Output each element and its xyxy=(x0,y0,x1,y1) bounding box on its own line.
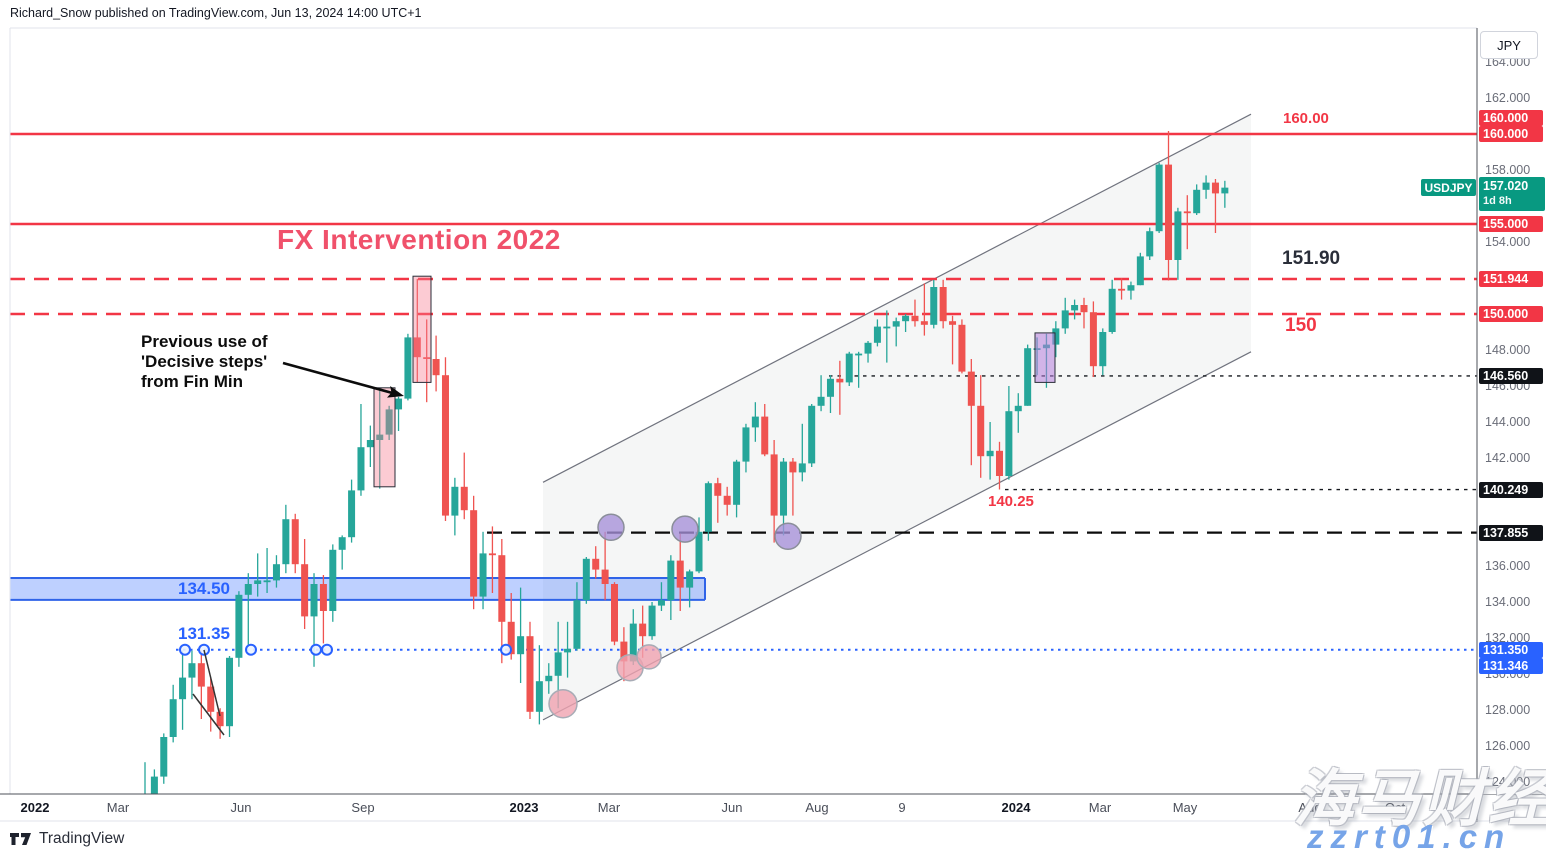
price-level-badge: 137.855 xyxy=(1479,524,1543,541)
price-tick: 126.000 xyxy=(1485,739,1531,753)
price-level-badge: 151.944 xyxy=(1479,271,1543,287)
annotation-decisive-steps: Previous use of 'Decisive steps' from Fi… xyxy=(141,332,268,391)
price-level-badge: 155.000 xyxy=(1479,216,1543,232)
price-tick: 142.000 xyxy=(1485,451,1531,465)
annotation-zone-134-50: 134.50 xyxy=(178,579,230,598)
symbol-badge: USDJPY xyxy=(1421,179,1476,197)
price-tick: 148.000 xyxy=(1485,343,1531,357)
price-axis[interactable]: 164.000 162.000 158.000 154.000 148.000 146.0… xyxy=(1478,28,1546,794)
event-circles xyxy=(548,513,802,719)
tradingview-logo-icon[interactable] xyxy=(10,832,32,846)
plot-layers xyxy=(10,113,1477,794)
price-level-badge: 140.249 xyxy=(1479,481,1543,498)
wedge-pattern xyxy=(192,649,225,736)
price-tick: 132.000 xyxy=(1485,631,1531,645)
annotation-level-150: 150 xyxy=(1285,315,1317,336)
annotation-arrow xyxy=(282,361,404,398)
price-level-badge: 150.000 xyxy=(1479,306,1543,322)
watermark-site-url: zzrt01.cn xyxy=(1307,818,1512,855)
supply-zone xyxy=(10,577,706,601)
level-touch-markers xyxy=(179,643,512,656)
last-price-value: 157.020 xyxy=(1483,178,1529,193)
price-tick: 154.000 xyxy=(1485,235,1531,249)
price-tick: 136.000 xyxy=(1485,559,1531,573)
annotation-level-140-25: 140.25 xyxy=(988,493,1034,510)
price-tick: 124.000 xyxy=(1485,775,1531,789)
price-level-badge: 131.346 xyxy=(1479,657,1543,674)
price-level-badge: 160.000 xyxy=(1479,110,1543,126)
annotation-fx-intervention: FX Intervention 2022 xyxy=(277,224,561,255)
price-tick: 128.000 xyxy=(1485,703,1531,717)
last-price-badge: 157.020 1d 8h xyxy=(1479,176,1545,211)
price-tick: 158.000 xyxy=(1485,163,1531,177)
highlight-boxes xyxy=(373,275,1056,488)
price-level-badge: 160.000 xyxy=(1479,126,1543,142)
annotation-level-160: 160.00 xyxy=(1283,110,1329,127)
price-levels xyxy=(10,132,1477,651)
price-tick: 144.000 xyxy=(1485,415,1531,429)
annotation-level-151-90: 151.90 xyxy=(1282,248,1341,269)
footer: TradingView xyxy=(10,830,124,848)
price-level-badge: 146.560 xyxy=(1479,367,1543,384)
price-level-badge: 131.350 xyxy=(1479,641,1543,658)
watermark-site-name: 海马财经 xyxy=(1293,765,1546,834)
annotation-level-131-35: 131.35 xyxy=(178,624,230,643)
chart-borders xyxy=(0,27,1546,822)
price-tick: 134.000 xyxy=(1485,595,1531,609)
byline: Richard_Snow published on TradingView.co… xyxy=(10,6,422,20)
currency-toggle-button[interactable]: JPY xyxy=(1480,31,1538,59)
bar-countdown: 1d 8h xyxy=(1483,194,1512,207)
price-tick: 162.000 xyxy=(1485,91,1531,105)
tradingview-brand[interactable]: TradingView xyxy=(39,830,125,847)
